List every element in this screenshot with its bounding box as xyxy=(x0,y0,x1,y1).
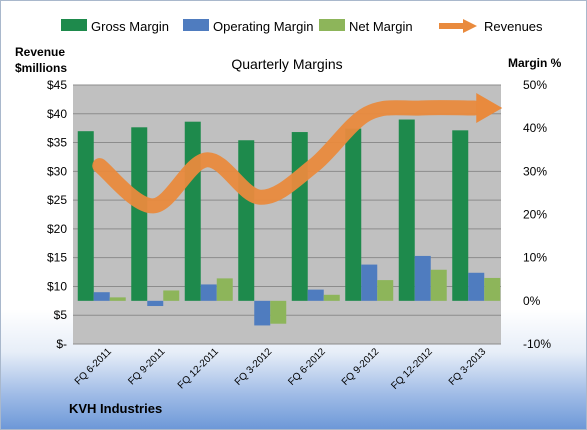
legend-label: Revenues xyxy=(484,19,543,34)
x-category-label: FQ 9-2012 xyxy=(340,346,382,388)
bar-net-margin xyxy=(377,280,394,301)
legend-swatch-operating-margin xyxy=(183,19,209,31)
bar-gross-margin xyxy=(131,127,148,301)
left-tick-label: $35 xyxy=(47,136,67,150)
legend-label: Net Margin xyxy=(349,19,413,34)
bar-net-margin xyxy=(323,294,340,301)
legend-label: Gross Margin xyxy=(91,19,169,34)
left-tick-label: $45 xyxy=(47,78,67,92)
x-category-label: FQ 12-2012 xyxy=(389,346,435,392)
right-tick-label: 50% xyxy=(523,78,547,92)
right-axis-title: Margin % xyxy=(508,56,562,70)
bar-operating-margin xyxy=(307,289,324,301)
right-tick-label: -10% xyxy=(523,337,551,351)
bar-operating-margin xyxy=(254,300,271,326)
left-tick-label: $25 xyxy=(47,193,67,207)
legend-label: Operating Margin xyxy=(213,19,313,34)
bar-net-margin xyxy=(109,297,126,301)
left-tick-label: $20 xyxy=(47,222,67,236)
left-tick-label: $30 xyxy=(47,164,67,178)
x-category-label: FQ 12-2011 xyxy=(176,346,221,391)
legend-arrow-revenues xyxy=(463,19,477,33)
revenues-line xyxy=(92,100,482,214)
bar-gross-margin xyxy=(184,121,201,301)
right-tick-label: 10% xyxy=(523,251,547,265)
left-tick-label: $40 xyxy=(47,107,67,121)
bar-net-margin xyxy=(430,269,447,301)
bar-gross-margin xyxy=(77,131,94,301)
legend-swatch-net-margin xyxy=(319,19,345,31)
bar-operating-margin xyxy=(414,255,431,301)
right-tick-label: 0% xyxy=(523,294,541,308)
x-category-label: FQ 3-2012 xyxy=(233,346,275,388)
bar-gross-margin xyxy=(398,119,415,301)
left-tick-label: $10 xyxy=(47,279,67,293)
bar-gross-margin xyxy=(452,130,469,301)
right-tick-label: 20% xyxy=(523,208,547,222)
bar-net-margin xyxy=(163,290,180,301)
x-category-label: FQ 3-2013 xyxy=(447,346,489,388)
bar-operating-margin xyxy=(200,284,217,301)
bar-net-margin xyxy=(270,300,287,324)
left-tick-label: $15 xyxy=(47,251,67,265)
left-tick-label: $5 xyxy=(54,308,68,322)
bar-operating-margin xyxy=(147,300,164,307)
left-axis-title-line2: $millions xyxy=(15,61,67,75)
right-tick-label: 40% xyxy=(523,121,547,135)
bar-gross-margin xyxy=(238,140,255,301)
x-category-label: FQ 6-2011 xyxy=(73,346,114,387)
revenues-arrowhead xyxy=(476,93,503,124)
x-category-label: FQ 6-2012 xyxy=(286,346,328,388)
bar-gross-margin xyxy=(291,132,308,301)
x-category-label: FQ 9-2011 xyxy=(126,346,167,387)
bar-net-margin xyxy=(484,277,501,301)
bar-net-margin xyxy=(216,278,233,301)
bar-operating-margin xyxy=(361,264,378,301)
company-name: KVH Industries xyxy=(69,401,162,416)
bar-operating-margin xyxy=(93,292,110,301)
legend-swatch-gross-margin xyxy=(61,19,87,31)
left-tick-label: $- xyxy=(56,337,67,351)
right-tick-label: 30% xyxy=(523,164,547,178)
left-axis-title: Revenue xyxy=(15,45,65,59)
bar-gross-margin xyxy=(345,128,362,301)
chart-title: Quarterly Margins xyxy=(231,56,342,72)
bar-operating-margin xyxy=(468,272,485,301)
